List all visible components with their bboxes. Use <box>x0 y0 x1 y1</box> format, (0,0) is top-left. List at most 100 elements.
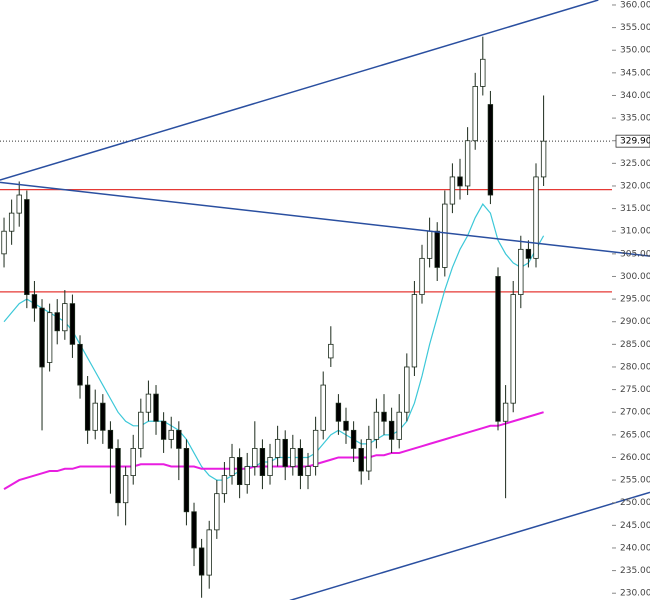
y-tick-label: 250.00 <box>620 498 650 508</box>
candle-body <box>31 294 38 309</box>
y-tick-label: 355.00 <box>620 23 650 33</box>
candle-body <box>502 402 509 422</box>
candle-body <box>335 402 342 422</box>
moving-average <box>3 411 544 490</box>
y-tick-label: 265.00 <box>620 430 650 440</box>
candle-body <box>198 547 205 576</box>
y-tick-label: 240.00 <box>620 543 650 553</box>
candle-body <box>115 448 121 504</box>
candle-body <box>24 199 30 295</box>
last-price-label: 329.90 <box>620 137 650 147</box>
candle-body <box>39 307 45 368</box>
candle-body <box>297 448 304 476</box>
y-tick-label: 315.00 <box>620 204 650 214</box>
y-tick-label: 270.00 <box>620 408 650 418</box>
candle-body <box>107 429 114 449</box>
candle-body <box>1 230 7 255</box>
y-tick-label: 230.00 <box>620 589 650 599</box>
y-tick-label: 275.00 <box>620 385 650 395</box>
y-tick-label: 235.00 <box>620 566 650 576</box>
y-tick-label: 320.00 <box>620 181 650 191</box>
y-tick-label: 285.00 <box>620 340 650 350</box>
candle-body <box>388 420 395 440</box>
y-tick-label: 290.00 <box>620 317 650 327</box>
candle-body <box>54 312 60 332</box>
candle-body <box>168 429 174 440</box>
candle-body <box>525 248 532 259</box>
candle-body <box>69 303 76 345</box>
candle-body <box>252 448 258 467</box>
candle-body <box>236 457 243 486</box>
last-price-tag <box>615 134 650 148</box>
candle-body <box>46 312 53 363</box>
candle-body <box>480 58 486 87</box>
candle-body <box>457 176 463 187</box>
candle-body <box>533 176 539 259</box>
y-tick-label: 310.00 <box>620 227 650 237</box>
candle-body <box>267 457 273 476</box>
candle-body <box>495 276 501 422</box>
candle-body <box>381 411 387 422</box>
trendline <box>289 491 650 602</box>
candle-body <box>62 303 68 332</box>
candle-body <box>358 448 364 472</box>
candle-body <box>84 384 91 431</box>
trendline <box>0 181 650 257</box>
y-tick-label: 345.00 <box>620 68 650 78</box>
candle-body <box>229 457 235 476</box>
y-tick-label: 360.00 <box>620 0 650 10</box>
candle-body <box>411 294 418 368</box>
y-tick-label: 260.00 <box>620 453 650 463</box>
candle-body <box>244 466 250 486</box>
candle-body <box>464 140 471 187</box>
y-tick-label: 280.00 <box>620 362 650 372</box>
candle-body <box>8 212 15 232</box>
candle-body <box>518 248 524 295</box>
y-tick-label: 325.00 <box>620 159 650 169</box>
y-tick-label: 340.00 <box>620 91 650 101</box>
candle-body <box>274 438 281 458</box>
y-tick-label: 300.00 <box>620 272 650 282</box>
candle-body <box>130 448 136 476</box>
candle-body <box>122 475 129 504</box>
candle-body <box>540 140 547 178</box>
candle-body <box>153 393 159 422</box>
candle-body <box>320 384 326 431</box>
candle-body <box>487 104 494 196</box>
y-tick-label: 255.00 <box>620 476 650 486</box>
candle-body <box>426 230 433 259</box>
candle-body <box>282 438 288 467</box>
candle-body <box>449 176 456 205</box>
candle-body <box>442 203 448 268</box>
moving-average <box>3 203 545 481</box>
candle-body <box>160 420 167 440</box>
candle-body <box>259 448 266 476</box>
candle-body <box>221 475 228 495</box>
candle-body <box>312 429 319 467</box>
candle-body <box>350 429 357 449</box>
candle-body <box>434 230 440 268</box>
candle-body <box>16 194 22 214</box>
y-tick-label: 295.00 <box>620 295 650 305</box>
candle-body <box>510 294 516 404</box>
candle-body <box>206 529 212 576</box>
candle-body <box>472 86 478 142</box>
candle-body <box>328 343 334 359</box>
candle-body <box>183 448 190 513</box>
trendline <box>0 0 599 181</box>
y-tick-label: 245.00 <box>620 521 650 531</box>
candle-body <box>92 402 98 431</box>
candle-body <box>176 429 182 449</box>
candle-body <box>419 257 425 295</box>
candle-body <box>214 493 220 531</box>
candle-body <box>290 448 296 467</box>
y-tick-label: 305.00 <box>620 249 650 259</box>
candle-body <box>77 343 83 386</box>
candle-body <box>191 511 197 549</box>
y-tick-label: 335.00 <box>620 114 650 124</box>
candle-body <box>373 411 380 440</box>
candle-body <box>396 411 402 440</box>
candle-body <box>404 366 410 413</box>
